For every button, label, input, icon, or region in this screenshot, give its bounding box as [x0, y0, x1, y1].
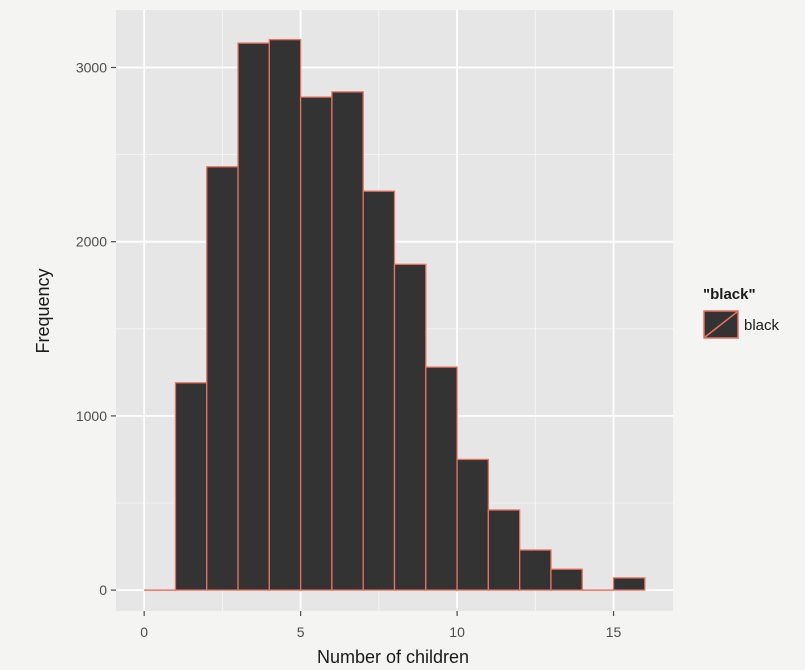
histogram-bar [487, 509, 521, 591]
histogram-bars [144, 38, 646, 591]
legend-title: "black" [703, 286, 756, 303]
legend: "black" black [703, 286, 780, 339]
histogram-bar [393, 263, 427, 591]
y-axis: 0 1000 2000 3000 [76, 59, 116, 598]
y-tick-label: 3000 [76, 59, 107, 75]
histogram-bar [456, 458, 490, 591]
y-axis-title: Frequency [33, 268, 53, 353]
histogram-bar [237, 42, 270, 591]
y-tick-label: 1000 [76, 408, 107, 424]
histogram-bar [174, 382, 208, 591]
histogram-bar [362, 190, 396, 591]
histogram-bar [612, 577, 646, 591]
histogram-bar [331, 91, 364, 591]
legend-item-label: black [744, 317, 780, 334]
x-axis: 0 5 10 15 [140, 611, 622, 640]
y-tick-label: 0 [99, 582, 107, 598]
x-axis-title: Number of children [317, 647, 469, 667]
legend-key-slash [704, 311, 738, 338]
x-tick-label: 15 [606, 624, 622, 640]
x-tick-label: 0 [140, 624, 148, 640]
histogram-bar [550, 568, 583, 591]
legend-key [703, 310, 739, 339]
histogram-bar [425, 366, 458, 591]
x-tick-label: 10 [449, 624, 465, 640]
x-tick-label: 5 [297, 624, 305, 640]
histogram-bar [206, 166, 239, 591]
histogram-bar [519, 549, 552, 591]
histogram-bar [299, 96, 333, 591]
y-tick-label: 2000 [76, 234, 107, 250]
histogram-bar [268, 38, 302, 591]
